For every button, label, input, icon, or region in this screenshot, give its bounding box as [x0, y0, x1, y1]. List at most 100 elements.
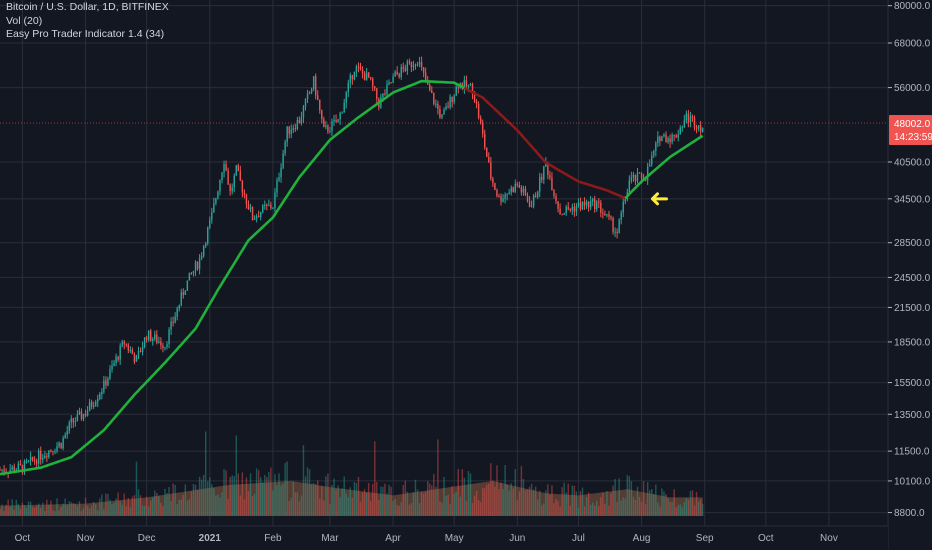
price-tick-label: 68000.0: [894, 38, 931, 49]
volume-bar-up: [202, 474, 205, 516]
candle-up: [290, 129, 292, 134]
candle-down: [551, 177, 553, 191]
volume-bar-down: [410, 503, 413, 516]
candle-down: [243, 192, 246, 195]
candle-up: [231, 187, 233, 192]
candle-up: [365, 72, 368, 81]
candle-up: [152, 338, 154, 341]
candle-down: [518, 184, 521, 188]
volume-bar-up: [302, 445, 305, 516]
volume-bar-up: [119, 501, 121, 516]
volume-bar-down: [547, 484, 549, 516]
candle-down: [557, 201, 559, 209]
volume-bar-down: [294, 492, 297, 516]
volume-bar-down: [376, 482, 378, 516]
volume-bar-down: [486, 484, 488, 516]
candle-up: [211, 212, 213, 220]
volume-bar-up: [545, 490, 547, 516]
volume-bar-up: [663, 491, 665, 516]
volume-bar-up: [44, 510, 46, 516]
volume-bar-down: [695, 492, 698, 516]
candle-up: [312, 76, 315, 89]
volume-bar-down: [447, 494, 449, 516]
volume-bar-up: [618, 478, 620, 516]
volume-bar-up: [95, 504, 97, 516]
candle-up: [522, 188, 525, 193]
candle-down: [123, 341, 125, 344]
volume-bar-down: [640, 501, 643, 516]
candle-down: [60, 442, 62, 449]
volume-bar-up: [282, 483, 284, 516]
volume-bar-up: [54, 511, 56, 516]
candle-down: [80, 411, 83, 420]
volume-bar-up: [614, 479, 616, 516]
volume-bar-up: [143, 505, 146, 516]
volume-bar-down: [484, 488, 486, 516]
volume-bar-up: [62, 503, 64, 516]
volume-bar-down: [127, 497, 130, 516]
price-tick-label: 80000.0: [894, 1, 931, 12]
volume-bar-up: [215, 495, 217, 516]
candle-up: [620, 212, 622, 220]
time-axis-background[interactable]: [0, 526, 888, 550]
price-axis-background[interactable]: [888, 0, 932, 550]
volume-bar-up: [192, 483, 195, 516]
volume-bar-up: [626, 475, 629, 516]
volume-bar-up: [508, 490, 510, 516]
candle-down: [410, 61, 413, 67]
candle-down: [587, 201, 590, 208]
volume-bar-down: [475, 490, 478, 516]
last-price-label: 48002.0: [894, 119, 931, 130]
candle-down: [488, 156, 490, 163]
candle-down: [160, 341, 162, 346]
volume-bar-down: [526, 489, 529, 516]
symbol-title[interactable]: Bitcoin / U.S. Dollar, 1D, BITFINEX: [6, 1, 169, 13]
price-tick-label: 34500.0: [894, 194, 931, 205]
candle-down: [72, 418, 75, 423]
candle-up: [345, 92, 347, 103]
volume-bar-down: [190, 491, 193, 516]
volume-bar-down: [237, 473, 240, 516]
candle-down: [361, 69, 364, 74]
candle-up: [188, 272, 191, 281]
volume-bar-down: [317, 480, 319, 516]
candle-down: [321, 110, 323, 120]
candle-up: [70, 418, 72, 423]
candle-up: [164, 346, 166, 348]
candle-up: [655, 143, 657, 152]
candle-up: [170, 321, 172, 330]
volume-bar-up: [681, 507, 684, 516]
candle-up: [9, 469, 11, 473]
candle-up: [337, 119, 339, 123]
candle-up: [329, 131, 331, 133]
volume-bar-down: [374, 441, 376, 516]
volume-bar-up: [280, 485, 282, 516]
candle-up: [661, 136, 663, 142]
volume-bar-down: [561, 487, 563, 516]
volume-bar-up: [56, 498, 58, 516]
volume-bar-down: [699, 499, 702, 516]
candle-down: [182, 292, 185, 295]
candle-up: [339, 112, 341, 120]
candle-up: [453, 95, 455, 102]
volume-bar-up: [435, 486, 437, 516]
candle-up: [416, 64, 419, 66]
candle-down: [610, 216, 612, 219]
candle-up: [272, 207, 274, 209]
candle-up: [510, 187, 512, 193]
candle-up: [455, 86, 457, 96]
candle-down: [156, 334, 158, 343]
volume-indicator-label[interactable]: Vol (20): [6, 14, 43, 27]
volume-bar-down: [363, 489, 366, 516]
candle-up: [54, 451, 56, 453]
candle-up: [343, 102, 345, 113]
volume-bar-up: [101, 494, 103, 516]
volume-bar-up: [606, 490, 608, 516]
candle-down: [133, 354, 136, 362]
volume-bar-down: [528, 486, 531, 516]
candle-up: [235, 165, 237, 176]
volume-bar-up: [510, 483, 512, 516]
easy-pro-indicator-label[interactable]: Easy Pro Trader Indicator 1.4 (34): [6, 28, 165, 40]
volume-bar-down: [498, 489, 500, 516]
